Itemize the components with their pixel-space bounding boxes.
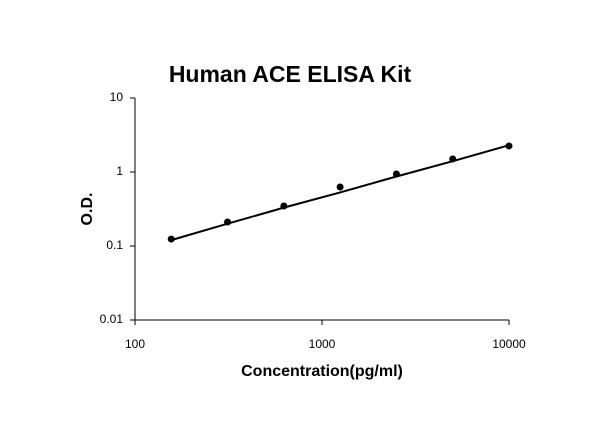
data-point bbox=[167, 235, 175, 243]
y-tick-label: 0.01 bbox=[100, 312, 124, 326]
y-tick-label: 1 bbox=[116, 164, 123, 178]
data-point bbox=[336, 183, 344, 191]
x-axis-label: Concentration(pg/ml) bbox=[241, 363, 403, 380]
y-tick-label: 10 bbox=[110, 90, 124, 104]
y-tick-label: 0.1 bbox=[106, 238, 123, 252]
fit-line bbox=[170, 144, 510, 242]
y-axis-label: O.D. bbox=[79, 193, 96, 226]
x-tick-label: 10000 bbox=[492, 337, 526, 351]
chart-title: Human ACE ELISA Kit bbox=[169, 61, 412, 87]
x-tick-label: 1000 bbox=[309, 337, 336, 351]
x-tick-label: 100 bbox=[125, 337, 145, 351]
